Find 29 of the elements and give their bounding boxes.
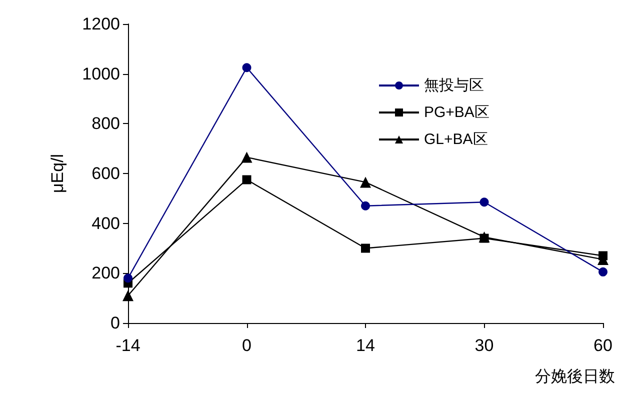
y-tick-label: 800 [92, 114, 120, 134]
point [360, 176, 371, 188]
point [361, 244, 370, 253]
y-tick-label: 600 [92, 164, 120, 183]
point [361, 201, 370, 210]
x-tick-label: 30 [474, 336, 494, 355]
y-tick-label: 400 [92, 214, 120, 233]
point [122, 290, 134, 302]
point [241, 152, 252, 163]
point [480, 198, 489, 207]
x-tick-label: -14 [116, 336, 140, 355]
point [242, 63, 252, 72]
x-tick-label: 14 [356, 336, 375, 355]
point [598, 267, 608, 276]
y-tick-label: 200 [92, 264, 120, 283]
point [598, 251, 608, 260]
y-axis-title: μEq/l [48, 154, 67, 194]
point [124, 274, 132, 283]
legend-label: GL+BA区 [424, 131, 488, 148]
x-tick-label: 0 [242, 336, 252, 355]
x-axis-title: 分娩後日数 [535, 368, 615, 386]
x-tick-label: 60 [594, 336, 612, 355]
legend-label: PG+BA区 [424, 104, 490, 121]
y-tick-label: 1200 [82, 14, 120, 34]
y-tick-label: 1000 [82, 64, 120, 84]
legend-label: 無投与区 [424, 77, 484, 94]
point [242, 175, 252, 184]
point [480, 234, 489, 243]
y-tick-label: 0 [110, 314, 120, 332]
